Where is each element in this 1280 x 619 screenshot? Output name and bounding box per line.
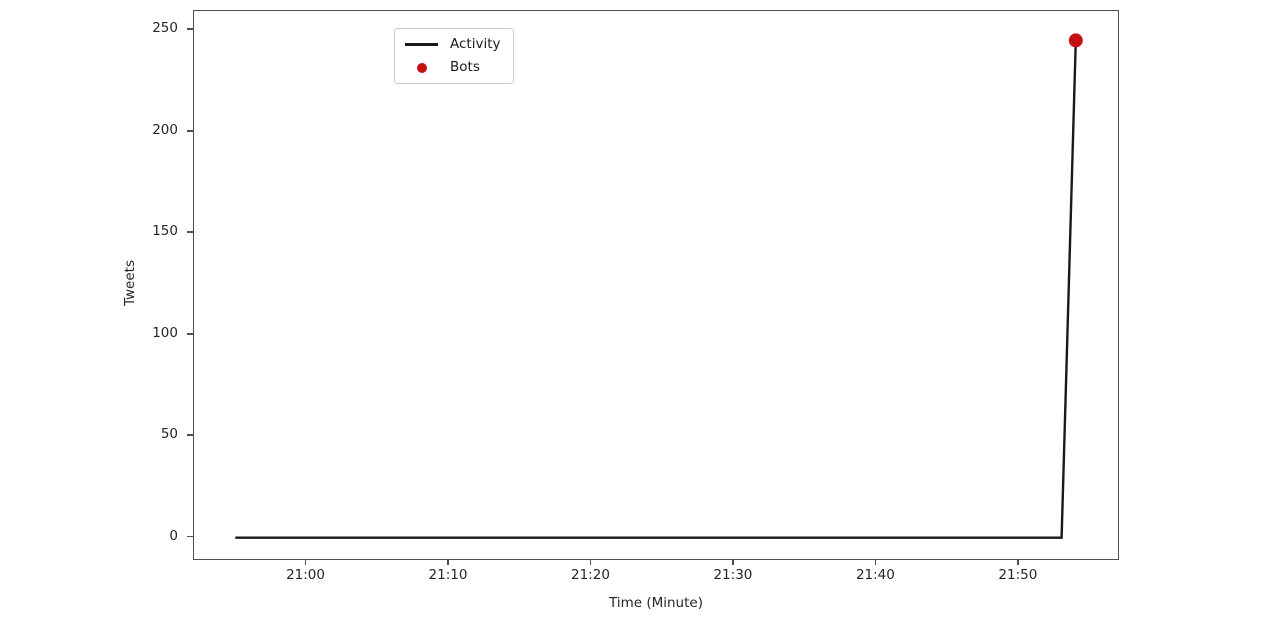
y-tick-label: 150 [152, 223, 178, 240]
x-tick-label: 21:20 [571, 567, 610, 583]
x-tick-mark [874, 560, 877, 565]
legend-dot-swatch [405, 62, 438, 73]
x-tick-mark [304, 560, 307, 565]
legend: Activity Bots [394, 28, 514, 84]
legend-entry-bots: Bots [405, 59, 501, 76]
x-tick-label: 21:30 [713, 567, 753, 583]
y-tick-mark [187, 28, 193, 31]
series-point-bots [1068, 33, 1083, 48]
y-tick-mark [187, 434, 193, 436]
y-tick-label: 250 [152, 20, 178, 37]
legend-line-swatch [405, 43, 438, 46]
series-line-activity [235, 40, 1077, 539]
y-tick-mark [187, 129, 193, 132]
y-tick-label: 0 [169, 527, 178, 544]
x-tick-label: 21:00 [286, 567, 325, 583]
x-tick-mark [589, 560, 592, 565]
y-tick-mark [187, 332, 193, 335]
y-tick-label: 100 [152, 324, 178, 341]
y-axis-label: Tweets [122, 260, 138, 306]
plot-area: Activity Bots [193, 10, 1119, 560]
x-tick-label: 21:10 [428, 567, 468, 583]
legend-entry-activity: Activity [405, 36, 501, 53]
chart-svg [235, 33, 1083, 539]
legend-label-bots: Bots [450, 59, 480, 75]
y-tick-mark [187, 535, 193, 538]
x-tick-label: 21:40 [855, 567, 895, 583]
x-tick-mark [1017, 560, 1019, 565]
x-tick-label: 21:50 [998, 567, 1038, 583]
x-tick-mark [447, 560, 449, 565]
y-tick-label: 200 [152, 121, 178, 138]
y-tick-mark [187, 231, 193, 234]
x-tick-mark [732, 560, 734, 565]
legend-label-activity: Activity [450, 36, 501, 52]
x-axis-label: Time (Minute) [609, 595, 703, 611]
y-tick-label: 50 [160, 426, 178, 443]
